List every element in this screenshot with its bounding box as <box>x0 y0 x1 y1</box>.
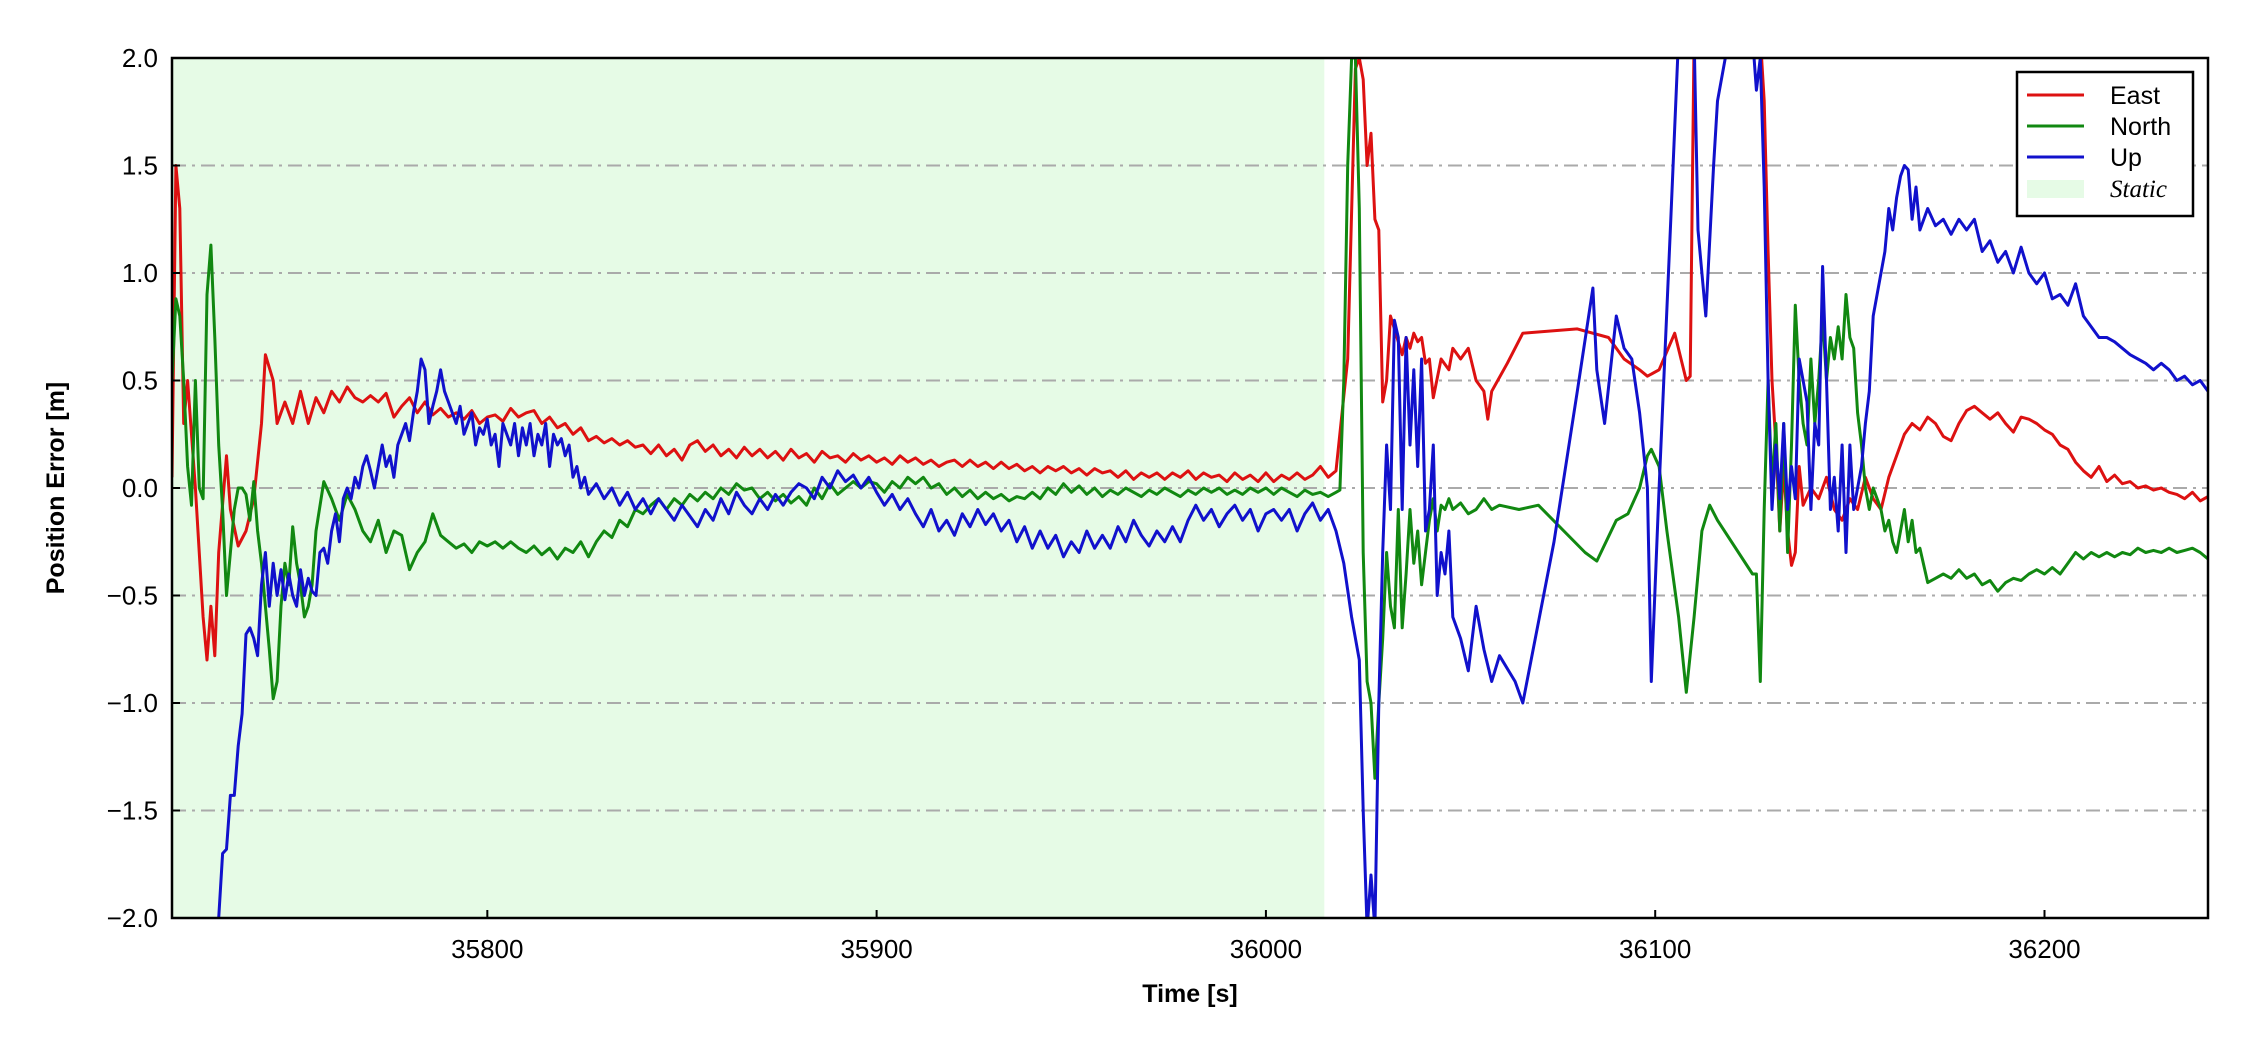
y-tick-label: 2.0 <box>122 43 158 73</box>
x-axis-title: Time [s] <box>1142 980 1237 1008</box>
series-line-up <box>217 58 2208 918</box>
y-tick-label: 0.0 <box>122 473 158 503</box>
series-layer <box>172 58 2208 918</box>
legend-static-swatch <box>2027 180 2084 198</box>
y-tick-label: 1.0 <box>122 258 158 288</box>
series-line-north <box>172 58 2208 780</box>
y-axis-title: Position Error [m] <box>42 382 70 595</box>
x-tick-label: 35800 <box>451 934 523 964</box>
legend-north-label: North <box>2110 113 2171 141</box>
legend-up-label: Up <box>2110 144 2142 172</box>
y-tick-label: 0.5 <box>122 366 158 396</box>
y-tick-label: −1.0 <box>107 688 158 718</box>
y-tick-label: −2.0 <box>107 903 158 933</box>
x-tick-label: 36000 <box>1230 934 1302 964</box>
grid-layer <box>172 164 2208 812</box>
tick-layer: −2.0 −1.5 −1.0 −0.5 0.0 0.5 1.0 1.5 2.0 35800 3590… <box>107 43 2081 964</box>
y-tick-label: 1.5 <box>122 151 158 181</box>
x-tick-label: 36200 <box>2008 934 2080 964</box>
legend-static-label: Static <box>2110 176 2167 203</box>
legend: East North Up Static <box>2015 70 2195 218</box>
legend-east-label: East <box>2110 82 2160 110</box>
x-tick-label: 35900 <box>840 934 912 964</box>
y-tick-label: −1.5 <box>107 796 158 826</box>
y-tick-label: −0.5 <box>107 581 158 611</box>
x-tick-label: 36100 <box>1619 934 1691 964</box>
